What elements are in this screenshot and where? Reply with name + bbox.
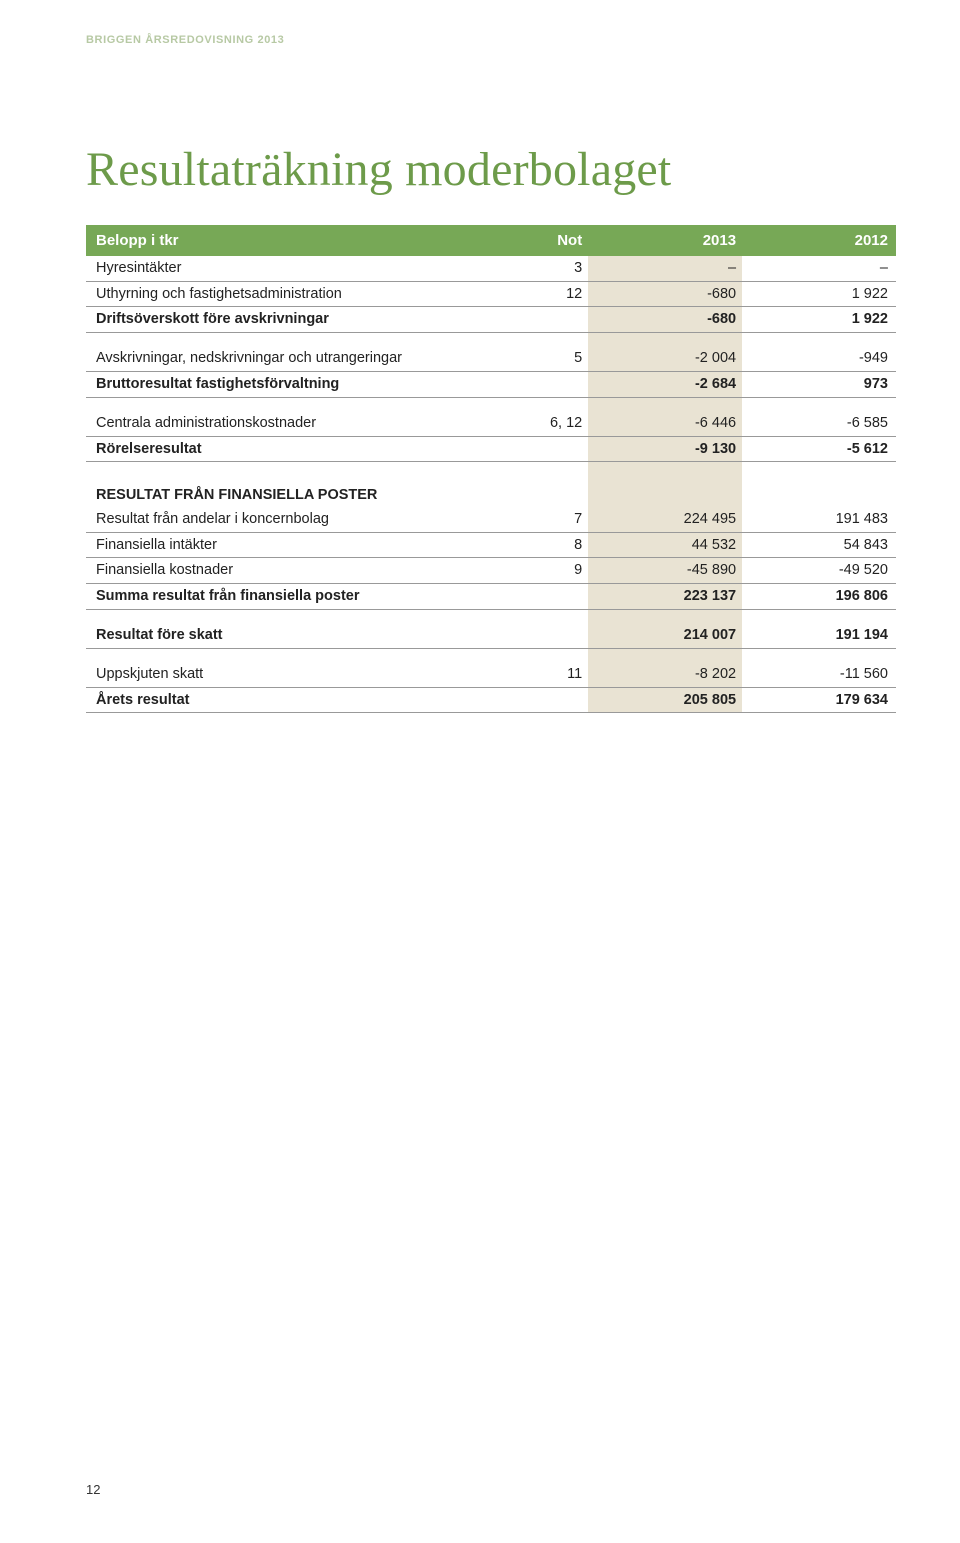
row-2012: 1 922 [742, 281, 896, 307]
row-not: 6, 12 [507, 411, 588, 436]
row-label: Driftsöverskott före avskrivningar [86, 307, 507, 333]
row-2012: -5 612 [742, 436, 896, 462]
row-2013: 205 805 [588, 687, 742, 713]
row-2012: -949 [742, 346, 896, 371]
row-not [507, 372, 588, 398]
table-row [86, 332, 896, 346]
row-not: 11 [507, 662, 588, 687]
table-row [86, 609, 896, 623]
row-2013: 223 137 [588, 583, 742, 609]
row-label: Avskrivningar, nedskrivningar och utrang… [86, 346, 507, 371]
running-head: BRIGGEN ÅRSREDOVISNING 2013 [86, 34, 896, 46]
col-header-2013: 2013 [588, 225, 742, 256]
row-2013: -45 890 [588, 558, 742, 584]
table-row: Avskrivningar, nedskrivningar och utrang… [86, 346, 896, 371]
row-2012: 179 634 [742, 687, 896, 713]
row-2013: 44 532 [588, 532, 742, 558]
row-2013: 214 007 [588, 623, 742, 648]
table-row: Driftsöverskott före avskrivningar -6801 … [86, 307, 896, 333]
row-2013: -2 684 [588, 372, 742, 398]
section-heading: RESULTAT FRÅN FINANSIELLA POSTER [86, 476, 507, 508]
row-not [507, 687, 588, 713]
table-row: RESULTAT FRÅN FINANSIELLA POSTER [86, 476, 896, 508]
col-header-label: Belopp i tkr [86, 225, 507, 256]
table-body: Hyresintäkter3––Uthyrning och fastighets… [86, 256, 896, 712]
row-2012: 191 194 [742, 623, 896, 648]
row-not: 8 [507, 532, 588, 558]
row-label: Resultat före skatt [86, 623, 507, 648]
row-label: Finansiella kostnader [86, 558, 507, 584]
income-statement-table: Belopp i tkr Not 2013 2012 Hyresintäkter… [86, 225, 896, 713]
table-row: Årets resultat 205 805179 634 [86, 687, 896, 713]
row-2013: -9 130 [588, 436, 742, 462]
row-2012: – [742, 256, 896, 281]
row-2013: 224 495 [588, 507, 742, 532]
row-label: Uthyrning och fastighetsadministration [86, 281, 507, 307]
table-row: Finansiella intäkter844 53254 843 [86, 532, 896, 558]
row-label: Resultat från andelar i koncernbolag [86, 507, 507, 532]
row-2013: -6 446 [588, 411, 742, 436]
row-not [507, 307, 588, 333]
row-2013: -680 [588, 307, 742, 333]
table-row [86, 397, 896, 411]
row-label: Bruttoresultat fastighetsförvaltning [86, 372, 507, 398]
table-row: Hyresintäkter3–– [86, 256, 896, 281]
row-2012: 973 [742, 372, 896, 398]
page-number: 12 [86, 1482, 100, 1497]
row-label: Hyresintäkter [86, 256, 507, 281]
table-row: Uppskjuten skatt11-8 202-11 560 [86, 662, 896, 687]
row-2013: -8 202 [588, 662, 742, 687]
row-label: Finansiella intäkter [86, 532, 507, 558]
row-label: Årets resultat [86, 687, 507, 713]
row-2012: 196 806 [742, 583, 896, 609]
table-row: Rörelseresultat -9 130-5 612 [86, 436, 896, 462]
table-row: Resultat före skatt 214 007191 194 [86, 623, 896, 648]
table-row: Summa resultat från finansiella poster 22… [86, 583, 896, 609]
col-header-2012: 2012 [742, 225, 896, 256]
page: BRIGGEN ÅRSREDOVISNING 2013 Resultaträkn… [0, 0, 960, 1543]
row-not [507, 436, 588, 462]
row-2012: -49 520 [742, 558, 896, 584]
table-row: Centrala administrationskostnader6, 12-6… [86, 411, 896, 436]
row-2013: -2 004 [588, 346, 742, 371]
row-label: Rörelseresultat [86, 436, 507, 462]
row-label: Centrala administrationskostnader [86, 411, 507, 436]
row-2012: 54 843 [742, 532, 896, 558]
row-not: 9 [507, 558, 588, 584]
table-row: Finansiella kostnader9-45 890-49 520 [86, 558, 896, 584]
table-header-row: Belopp i tkr Not 2013 2012 [86, 225, 896, 256]
row-not: 5 [507, 346, 588, 371]
row-2012: 1 922 [742, 307, 896, 333]
row-2012: -11 560 [742, 662, 896, 687]
row-2012: 191 483 [742, 507, 896, 532]
row-2013: -680 [588, 281, 742, 307]
table-row [86, 648, 896, 662]
row-2012: -6 585 [742, 411, 896, 436]
table-row [86, 462, 896, 476]
row-not [507, 583, 588, 609]
table-row: Resultat från andelar i koncernbolag7224… [86, 507, 896, 532]
row-2013: – [588, 256, 742, 281]
row-label: Summa resultat från finansiella poster [86, 583, 507, 609]
row-not: 3 [507, 256, 588, 281]
row-not [507, 623, 588, 648]
row-not: 12 [507, 281, 588, 307]
page-title: Resultaträkning moderbolaget [86, 142, 896, 197]
table-row: Bruttoresultat fastighetsförvaltning -2 6… [86, 372, 896, 398]
col-header-not: Not [507, 225, 588, 256]
row-label: Uppskjuten skatt [86, 662, 507, 687]
table-row: Uthyrning och fastighetsadministration12… [86, 281, 896, 307]
row-not: 7 [507, 507, 588, 532]
